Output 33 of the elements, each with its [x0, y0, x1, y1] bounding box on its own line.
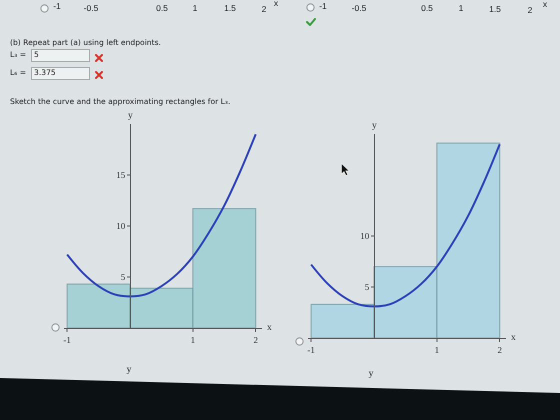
- text: -0.5: [352, 2, 366, 13]
- text: 0.5: [156, 2, 168, 13]
- text: x: [274, 0, 278, 8]
- x-tick-label: 1: [434, 344, 440, 355]
- y-tick-label: 5: [120, 272, 126, 282]
- y-tick-label: 5: [364, 282, 370, 292]
- x-tick-label: 2: [497, 344, 502, 355]
- text: x: [542, 0, 548, 9]
- line-series: [310, 143, 501, 308]
- text: 2: [262, 4, 266, 14]
- text: 0.5: [421, 2, 433, 13]
- y-axis-title: y: [372, 121, 377, 131]
- text: y: [368, 369, 374, 380]
- text: -1: [53, 0, 61, 11]
- y-tick-label: 10: [360, 231, 370, 242]
- x-tick-label: 1: [190, 334, 196, 345]
- text: 1.5: [224, 2, 236, 13]
- x-axis-title: x: [511, 333, 516, 343]
- text: 1.5: [489, 4, 501, 14]
- line-series: [66, 133, 257, 298]
- text: 1: [192, 2, 198, 13]
- text: 2: [528, 4, 532, 15]
- y-axis-title: y: [128, 111, 133, 121]
- y-tick-label: 10: [116, 221, 126, 232]
- x-axis-title: x: [267, 323, 272, 333]
- x-tick-label: -1: [307, 344, 315, 355]
- text: y: [126, 365, 132, 376]
- text: -1: [319, 0, 327, 11]
- x-tick-label: -1: [63, 334, 71, 345]
- text: -0.5: [84, 2, 98, 13]
- x-tick-label: 2: [253, 334, 258, 345]
- y-tick-label: 15: [116, 170, 126, 180]
- text: 1: [458, 2, 464, 13]
